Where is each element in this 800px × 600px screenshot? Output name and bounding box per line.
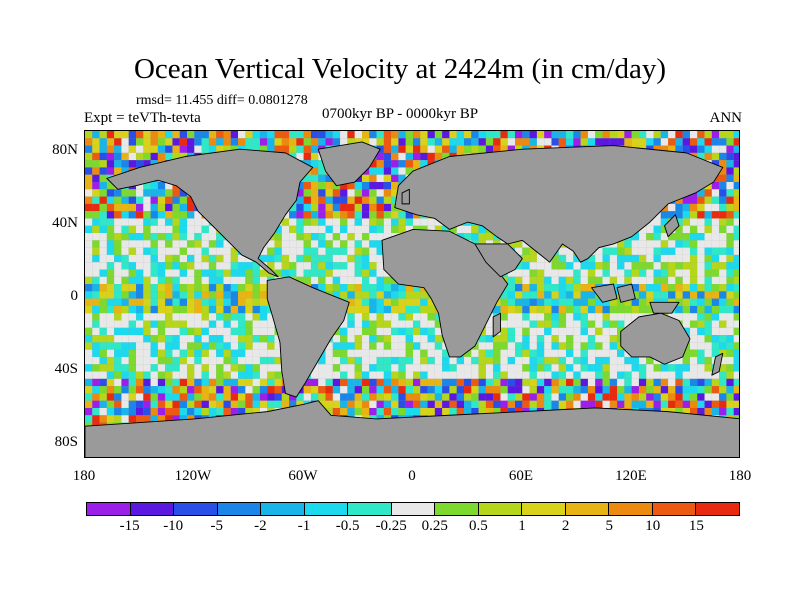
land-arabia: [474, 243, 523, 278]
colorbar-box: [87, 503, 131, 515]
colorbar-box: [174, 503, 218, 515]
land-antarctica: [85, 400, 739, 457]
colorbar-tick-label: 15: [688, 518, 704, 534]
lat-label-80s: 80S: [54, 434, 78, 450]
land-australia: [620, 312, 691, 365]
land-uk: [401, 188, 410, 205]
lon-label-180w: 180: [72, 468, 96, 484]
land-north-america: [106, 148, 314, 278]
colorbar-tick-label: -5: [210, 518, 224, 534]
colorbar-tick-label: 0.5: [469, 518, 488, 534]
velocity-map: [84, 130, 740, 458]
colorbar-box: [609, 503, 653, 515]
land-new-zealand: [711, 352, 724, 376]
colorbar-box: [522, 503, 566, 515]
colorbar-tick-label: 1: [518, 518, 526, 534]
lon-label-60e: 60E: [508, 468, 534, 484]
colorbar-box: [565, 503, 610, 515]
lat-label-40s: 40S: [54, 361, 78, 377]
colorbar-tick-label: -1: [297, 518, 311, 534]
land-borneo: [616, 283, 636, 303]
colorbar-box: [217, 503, 262, 515]
lon-label-120w: 120W: [174, 468, 212, 484]
colorbar-tick-label: 2: [561, 518, 570, 534]
time-period-label: 0700kyr BP - 0000kyr BP: [322, 106, 479, 122]
lon-label-0: 0: [408, 468, 416, 484]
land-south-america: [266, 276, 350, 398]
lon-label-60w: 60W: [288, 468, 318, 484]
colorbar-tick-label: -0.25: [375, 518, 407, 534]
colorbar-box: [696, 503, 739, 515]
season-label: ANN: [709, 110, 743, 126]
land-greenland: [317, 141, 381, 187]
lon-label-120e: 120E: [615, 468, 647, 484]
colorbar-box: [348, 503, 392, 515]
colorbar-tick-label: 10: [645, 518, 661, 534]
colorbar-box: [652, 503, 697, 515]
land-eurasia: [394, 145, 724, 263]
colorbar-tick-label: 0.25: [421, 518, 448, 534]
colorbar-box: [261, 503, 305, 515]
map-plot: [85, 131, 739, 457]
map-title: Ocean Vertical Velocity at 2424m (in cm/…: [133, 53, 667, 85]
colorbar-tick-label: 5: [605, 518, 613, 534]
rmsd-diff-stats: rmsd= 11.455 diff= 0.0801278: [136, 93, 308, 108]
experiment-label: Expt = teVTh-tevta: [84, 110, 201, 126]
lat-label-0: 0: [70, 288, 79, 304]
land-japan: [664, 214, 680, 238]
colorbar-box: [435, 503, 479, 515]
lat-label-40n: 40N: [52, 215, 78, 231]
land-africa: [381, 228, 509, 358]
lon-label-180e: 180: [728, 468, 752, 484]
colorbar-tick-label: -15: [119, 518, 140, 534]
land-indonesia: [591, 283, 618, 303]
colorbar: [86, 502, 740, 516]
land-madagascar: [492, 312, 501, 338]
lat-label-80n: 80N: [52, 142, 78, 158]
colorbar-box: [130, 503, 175, 515]
colorbar-box: [478, 503, 523, 515]
land-new-guinea: [649, 301, 680, 314]
colorbar-tick-label: -10: [163, 518, 184, 534]
colorbar-tick-label: -2: [254, 518, 267, 534]
colorbar-tick-label: -0.5: [335, 518, 360, 534]
colorbar-box: [304, 503, 349, 515]
land-masses: [85, 141, 739, 457]
colorbar-box: [391, 503, 436, 515]
